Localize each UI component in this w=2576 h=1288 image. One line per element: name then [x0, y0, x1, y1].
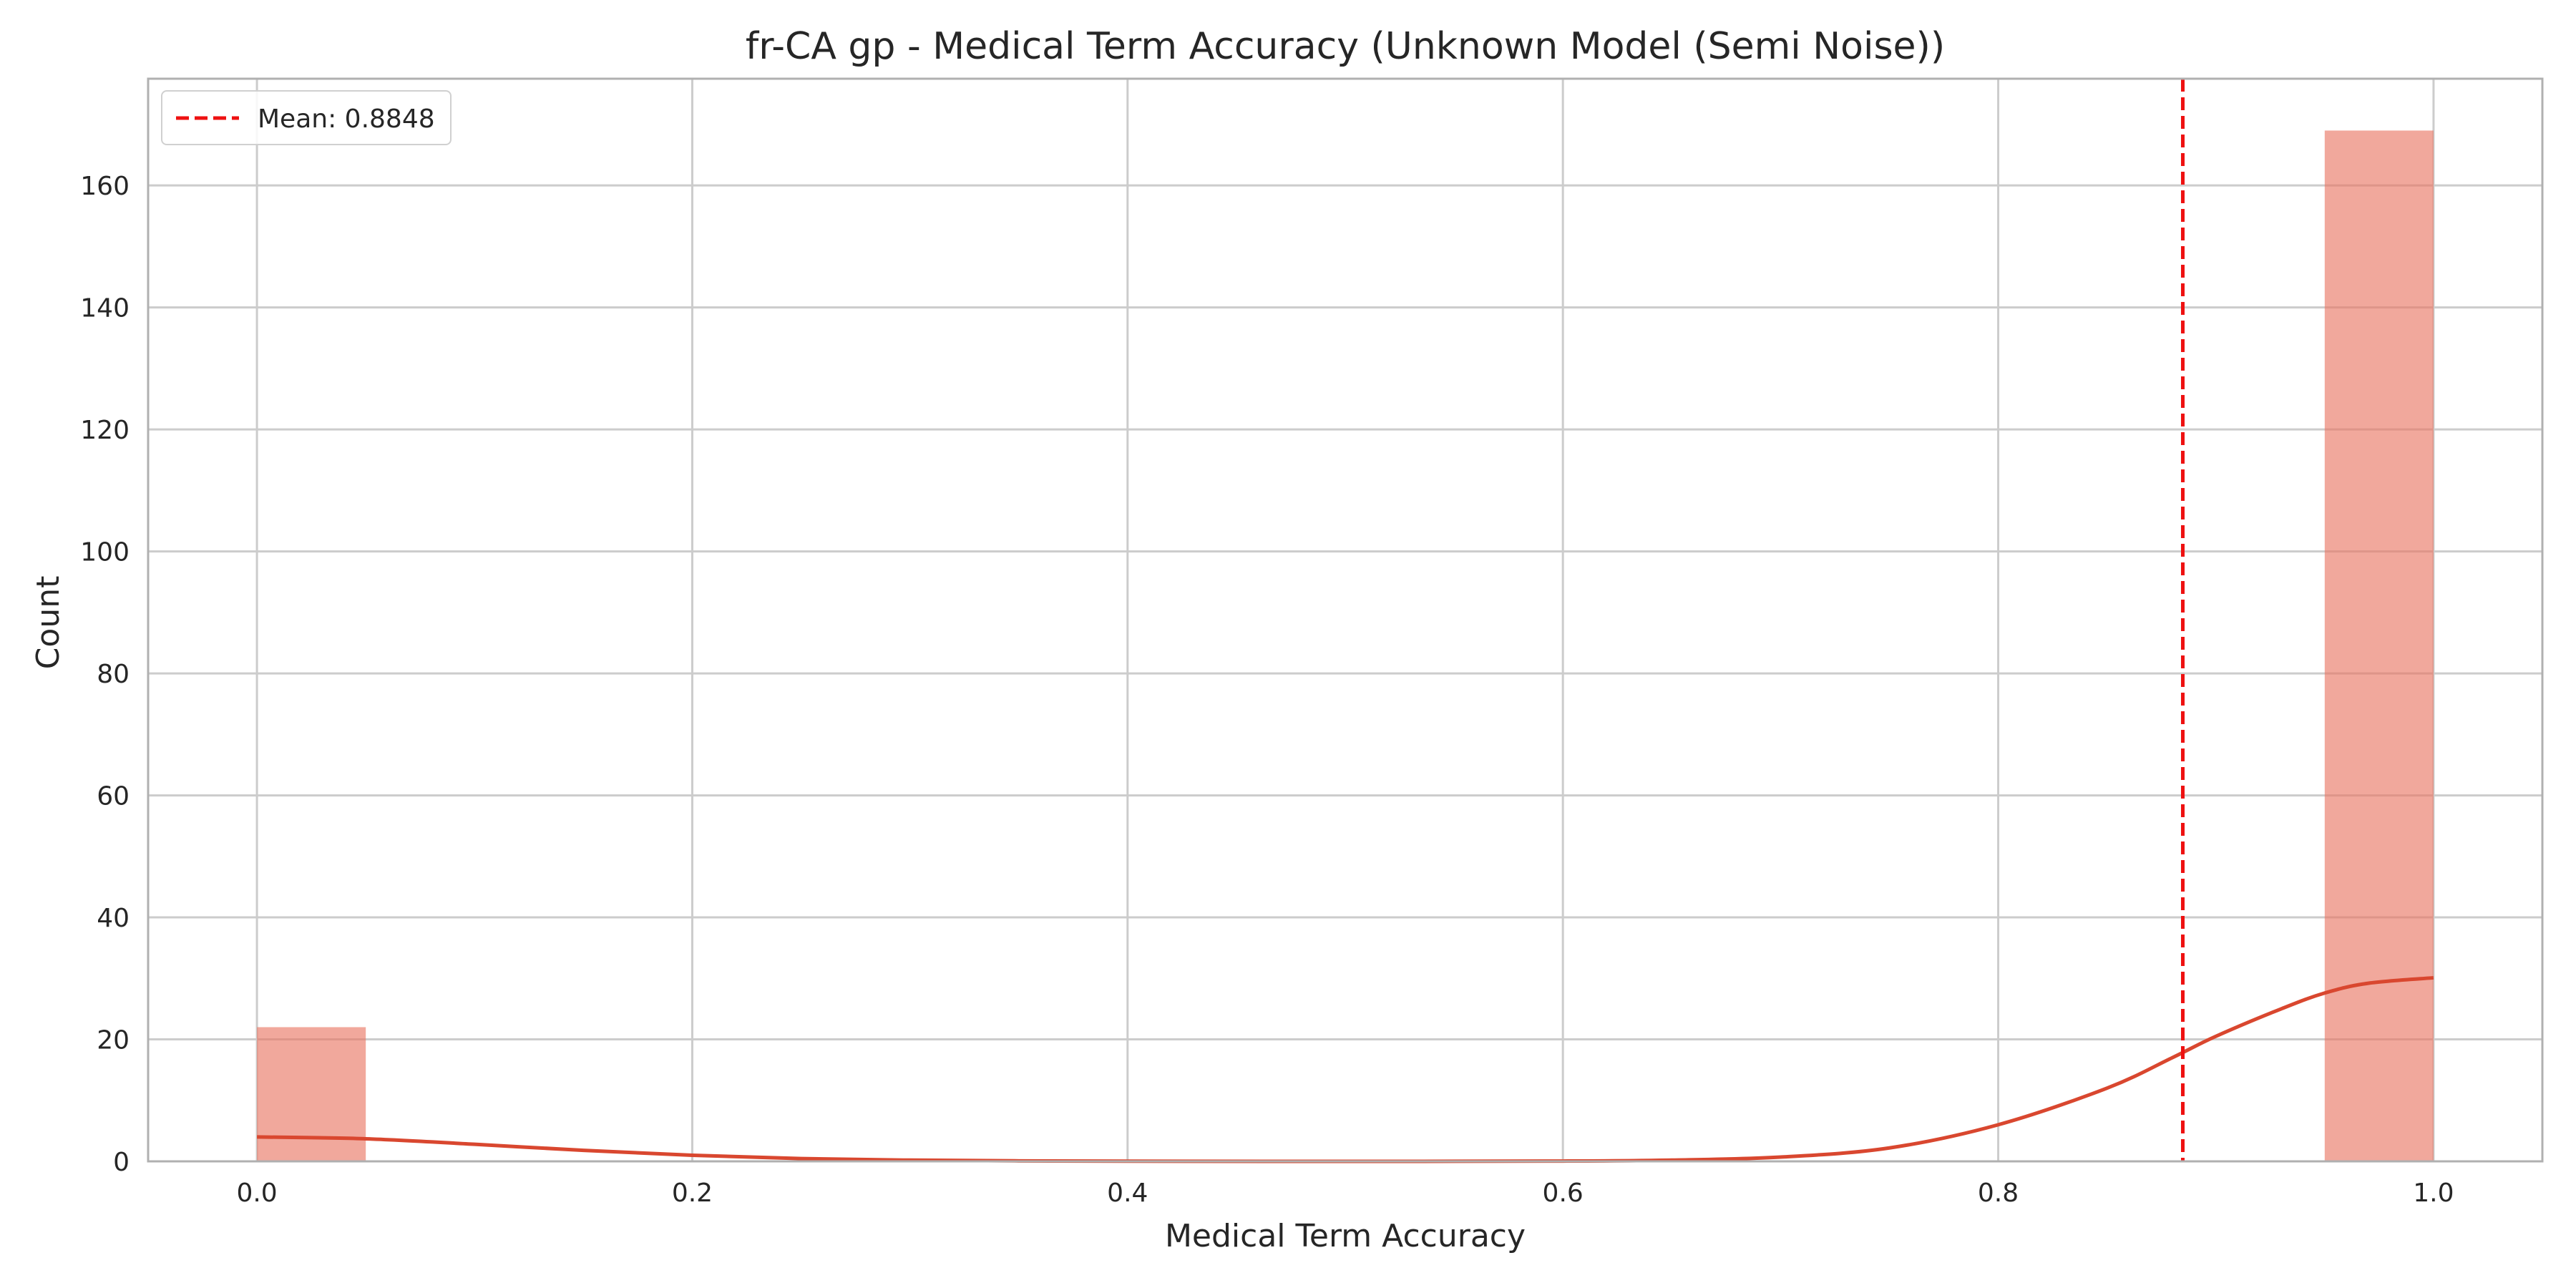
y-tick-labels: 0 20 40 60 80 100 120 140 160 — [80, 172, 130, 1177]
x-tick-label: 0.2 — [672, 1179, 713, 1208]
x-tick-label: 0.8 — [1978, 1179, 2019, 1208]
chart-title: fr-CA gp - Medical Term Accuracy (Unknow… — [746, 25, 1945, 68]
legend-box — [161, 90, 452, 145]
y-tick-label: 40 — [97, 904, 130, 933]
y-tick-label: 120 — [80, 416, 130, 445]
x-tick-label: 1.0 — [2413, 1179, 2454, 1208]
y-tick-label: 60 — [97, 782, 130, 811]
y-tick-label: 100 — [80, 538, 130, 567]
legend-mean-label: Mean: 0.8848 — [258, 104, 435, 134]
y-tick-label: 0 — [113, 1148, 130, 1177]
histogram-bar — [2324, 130, 2434, 1162]
y-tick-label: 20 — [97, 1026, 130, 1055]
y-tick-label: 140 — [80, 294, 130, 323]
grid-lines — [148, 79, 2542, 1163]
histogram-bar — [257, 1027, 366, 1161]
y-axis-label: Count — [30, 576, 67, 670]
x-tick-labels: 0.0 0.2 0.4 0.6 0.8 1.0 — [236, 1179, 2454, 1208]
x-tick-label: 0.4 — [1107, 1179, 1148, 1208]
y-tick-label: 160 — [80, 172, 130, 201]
y-tick-label: 80 — [97, 660, 130, 689]
x-tick-label: 0.0 — [236, 1179, 277, 1208]
x-tick-label: 0.6 — [1543, 1179, 1584, 1208]
axes-frame — [147, 77, 2544, 1163]
x-axis-label: Medical Term Accuracy — [1165, 1218, 1526, 1254]
legend: Mean: 0.8848 — [161, 90, 452, 145]
